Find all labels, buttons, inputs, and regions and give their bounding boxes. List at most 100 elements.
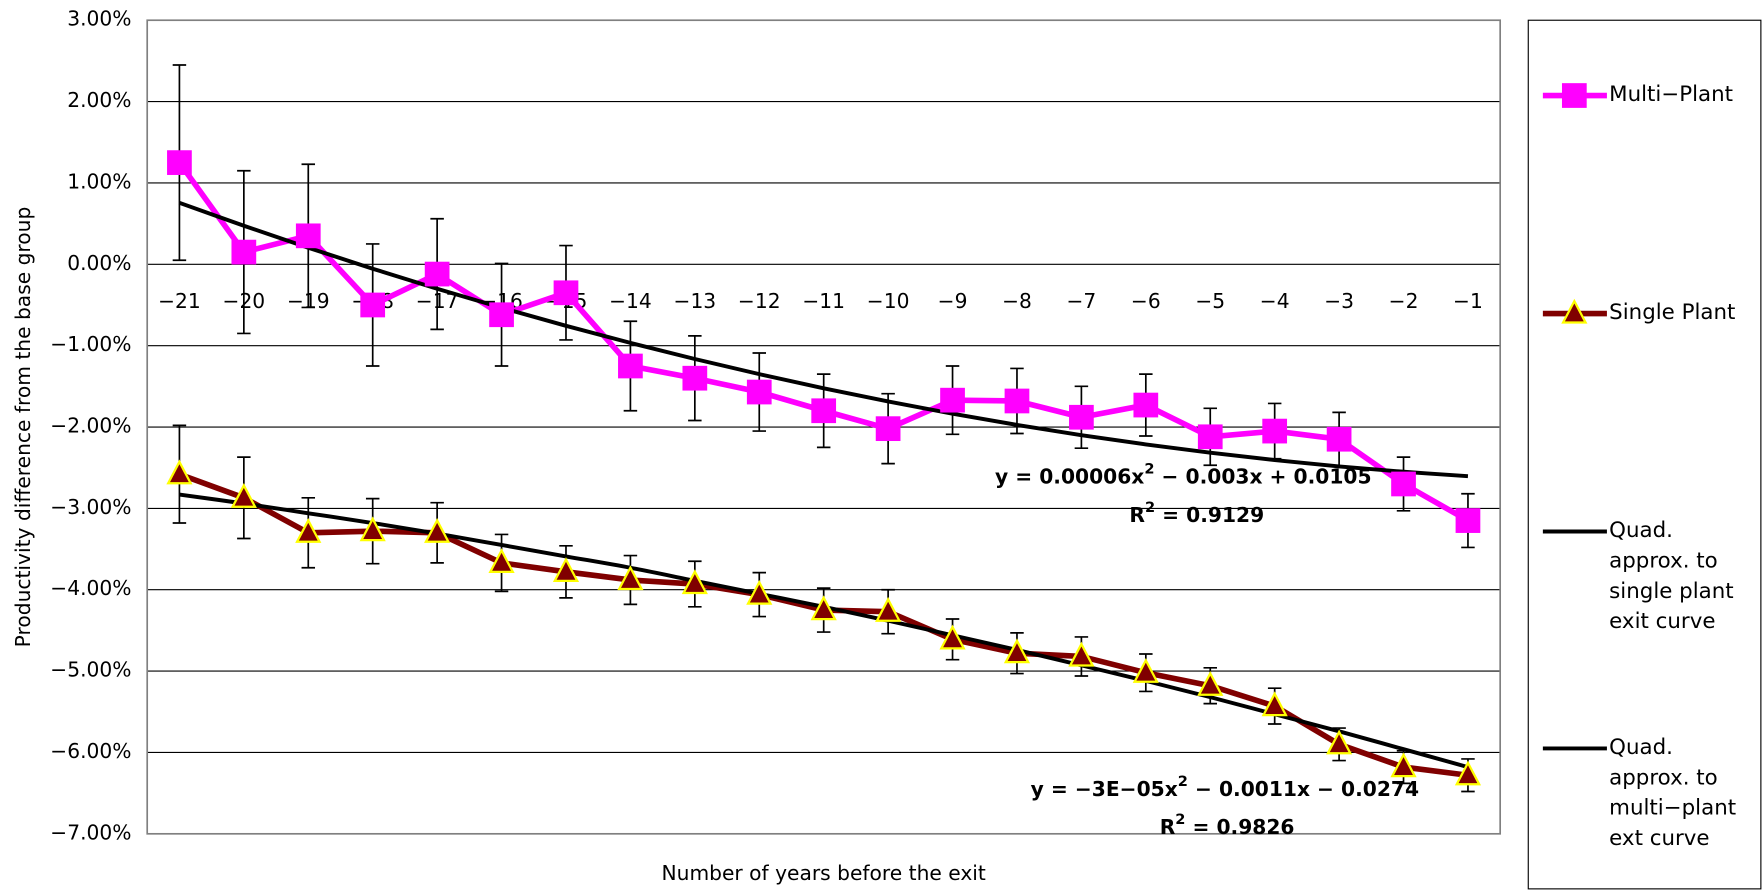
legend-entry: Multi−Plant [1609, 82, 1734, 107]
marker [682, 365, 708, 391]
x-tick-label: −21 [158, 289, 201, 313]
equation-part: = 0.9826 [1185, 815, 1294, 839]
marker [1454, 760, 1482, 786]
trend-equation: R2 = 0.9826 [1160, 811, 1295, 839]
legend-entry: Quad. approx. to single plant exit curve [1609, 518, 1734, 634]
x-tick-label: −9 [938, 289, 968, 313]
marker [1132, 657, 1159, 683]
y-tick-label: 1.00% [67, 169, 131, 193]
marker [746, 379, 772, 405]
trend-equation: y = 0.00006x2 − 0.003x + 0.0105 [995, 460, 1372, 488]
trend-equation: R2 = 0.9129 [1129, 498, 1264, 526]
marker [1003, 638, 1031, 664]
equation-part: 2 [1144, 460, 1154, 477]
y-tick-label: −5.00% [50, 658, 131, 682]
y-tick-label: −2.00% [50, 414, 131, 438]
marker [811, 398, 837, 424]
x-tick-label: −2 [1389, 289, 1419, 313]
marker [553, 280, 579, 306]
x-tick-label: −6 [1131, 289, 1161, 313]
legend-label: Single Plant [1609, 300, 1736, 325]
x-tick-label: −1 [1453, 289, 1483, 313]
marker [552, 557, 580, 582]
marker [1391, 471, 1416, 497]
marker [1197, 670, 1224, 696]
marker [617, 565, 644, 591]
y-tick-label: −4.00% [50, 576, 131, 600]
x-axis-title: Number of years before the exit [662, 861, 986, 885]
marker [1133, 392, 1159, 418]
equation-part: − 0.003x + 0.0105 [1155, 464, 1372, 488]
marker [489, 302, 514, 328]
trend-line [178, 200, 1469, 479]
y-tick-label: −6.00% [50, 739, 131, 763]
x-tick-label: −14 [609, 289, 652, 313]
marker [360, 292, 386, 318]
legend-label: Quad. approx. to multi−plant ext curve [1609, 734, 1737, 851]
marker [295, 223, 321, 249]
marker [230, 483, 257, 508]
marker [1197, 424, 1223, 450]
marker [167, 150, 192, 175]
equation-part: − 0.0011x − 0.0274 [1188, 776, 1419, 800]
x-tick-label: −8 [1002, 289, 1032, 313]
marker [1390, 752, 1417, 778]
trend-equation: y = −3E−05x2 − 0.0011x − 0.0274 [1031, 772, 1419, 800]
x-tick-label: −4 [1260, 289, 1290, 313]
marker [1262, 418, 1288, 444]
marker [940, 387, 965, 413]
x-tick-label: −12 [738, 289, 781, 313]
y-tick-label: 3.00% [67, 7, 131, 31]
marker [618, 353, 643, 379]
marker [1004, 388, 1030, 414]
equation-part: y = 0.00006x [995, 464, 1144, 488]
marker [1261, 691, 1288, 717]
equation-part: 2 [1178, 772, 1188, 789]
marker [1068, 641, 1095, 667]
marker [295, 518, 322, 543]
y-axis-title: Productivity difference from the base gr… [11, 207, 35, 648]
marker [231, 239, 257, 265]
legend-box [1527, 19, 1762, 890]
legend-marker [1561, 298, 1588, 324]
x-tick-label: −11 [802, 289, 845, 313]
equation-part: y = −3E−05x [1031, 776, 1178, 800]
marker [166, 459, 193, 485]
marker [746, 579, 773, 605]
legend-entry: Quad. approx. to multi−plant ext curve [1609, 734, 1737, 851]
x-tick-label: −5 [1195, 289, 1225, 313]
legend-label: Multi−Plant [1609, 82, 1734, 107]
marker [681, 569, 708, 595]
y-tick-label: −1.00% [50, 332, 131, 356]
y-tick-label: −7.00% [50, 820, 131, 844]
legend-entry: Single Plant [1609, 300, 1736, 325]
marker [1069, 404, 1094, 430]
marker [488, 548, 515, 574]
marker [810, 595, 837, 621]
marker [424, 518, 451, 543]
marker [1455, 508, 1481, 533]
plot-border [146, 19, 1502, 835]
marker [875, 416, 901, 442]
y-tick-label: 0.00% [67, 251, 131, 275]
legend-label: Quad. approx. to single plant exit curve [1609, 518, 1734, 634]
equation-part: R [1160, 815, 1176, 839]
marker [875, 596, 902, 622]
marker [1326, 729, 1353, 755]
marker [359, 516, 386, 542]
legend-marker [1561, 83, 1587, 108]
y-tick-label: −3.00% [50, 495, 131, 519]
equation-part: 2 [1145, 498, 1155, 515]
equation-part: 2 [1175, 811, 1185, 828]
marker [1326, 426, 1352, 452]
marker [424, 261, 450, 287]
x-tick-label: −13 [674, 289, 717, 313]
x-tick-label: −10 [867, 289, 910, 313]
equation-part: R [1129, 502, 1145, 526]
equation-part: = 0.9129 [1155, 502, 1264, 526]
y-tick-label: 2.00% [67, 88, 131, 112]
marker [939, 624, 966, 650]
x-tick-label: −3 [1324, 289, 1354, 313]
